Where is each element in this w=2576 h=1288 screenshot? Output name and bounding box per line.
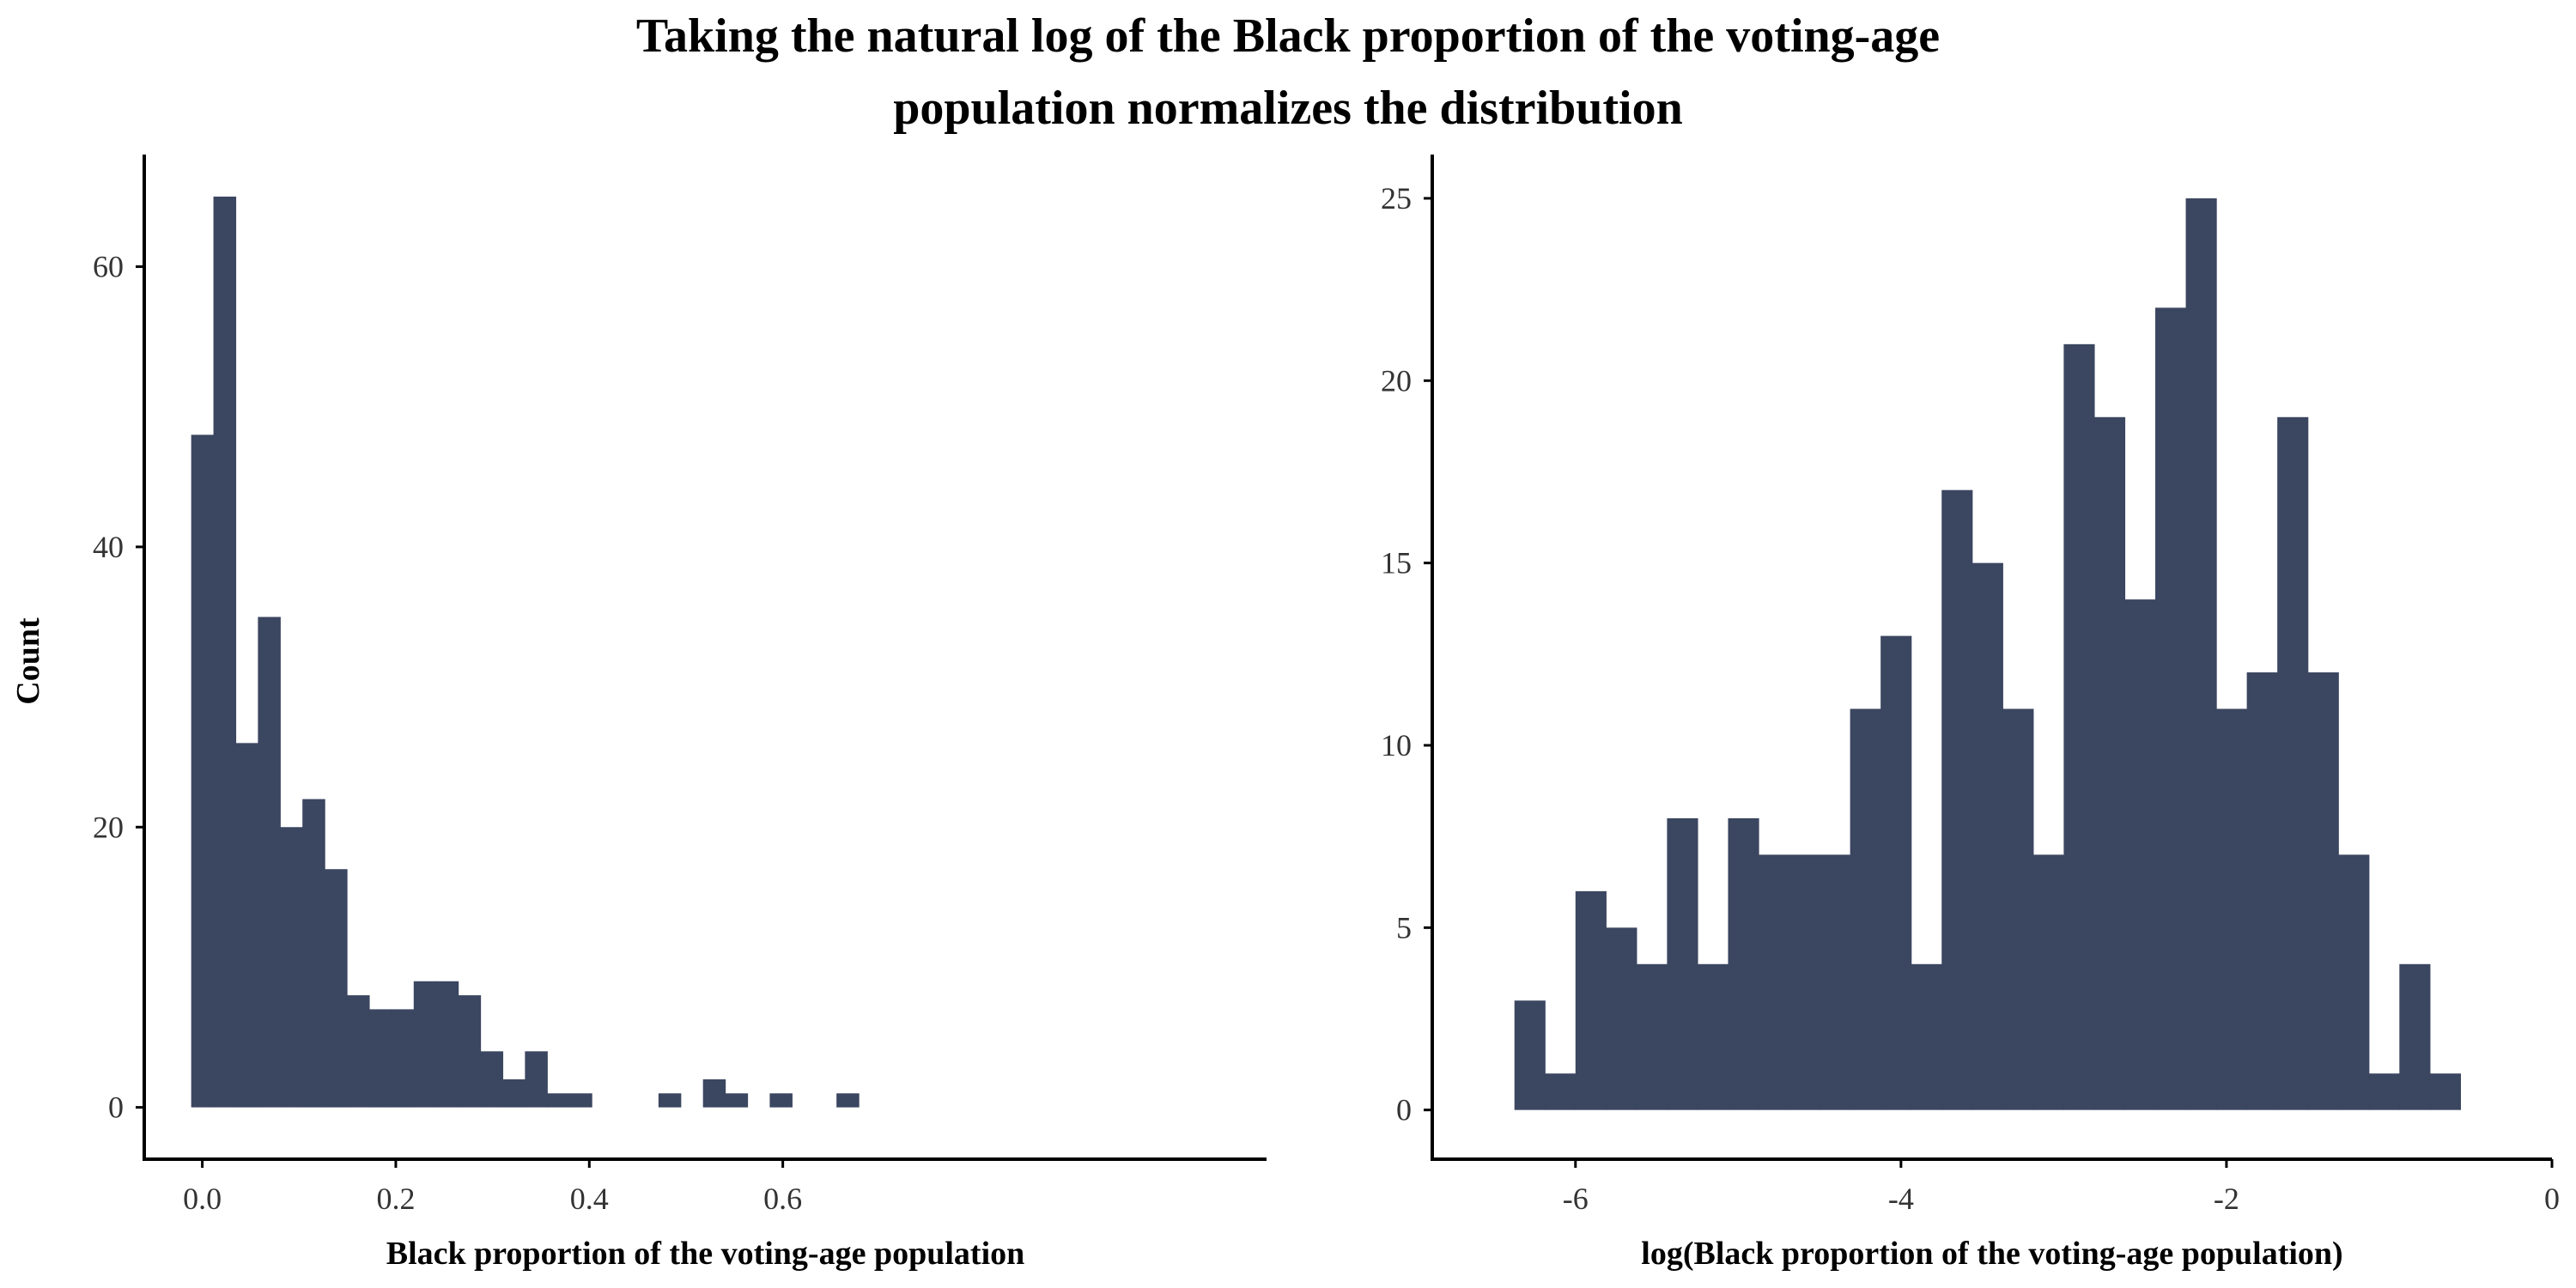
y-axis-title-proportion: Count <box>10 617 46 705</box>
histogram-bar-log-proportion-21 <box>2155 307 2187 1110</box>
chart-title-line-2: population normalizes the distribution <box>893 82 1683 135</box>
histogram-bar-log-proportion-5 <box>1667 817 1698 1110</box>
histogram-bar-proportion-9 <box>391 1009 415 1108</box>
histogram-bar-log-proportion-12 <box>1880 635 1912 1110</box>
histogram-bar-log-proportion-13 <box>1911 963 1942 1110</box>
histogram-bar-proportion-12 <box>458 995 482 1108</box>
histogram-bar-log-proportion-7 <box>1728 817 1759 1110</box>
histogram-bar-log-proportion-17 <box>2032 854 2064 1110</box>
histogram-bar-log-proportion-22 <box>2185 197 2217 1110</box>
x-tick-label-proportion-1: 0.2 <box>376 1182 415 1216</box>
x-tick-label-proportion-2: 0.4 <box>570 1182 609 1216</box>
histogram-bar-log-proportion-3 <box>1606 927 1637 1110</box>
histogram-bar-proportion-1 <box>213 196 237 1108</box>
histogram-bar-proportion-15 <box>525 1051 548 1108</box>
histogram-bar-log-proportion-9 <box>1789 854 1820 1110</box>
y-tick-label-log-proportion-3: 15 <box>1381 546 1412 580</box>
y-tick-label-log-proportion-0: 0 <box>1396 1093 1412 1127</box>
histogram-bar-proportion-16 <box>547 1093 570 1108</box>
histogram-bar-log-proportion-4 <box>1636 963 1668 1110</box>
histogram-bar-log-proportion-16 <box>2002 708 2034 1110</box>
histogram-bar-proportion-26 <box>769 1093 793 1108</box>
histogram-bar-proportion-5 <box>302 799 325 1108</box>
histogram-bar-proportion-6 <box>325 869 348 1108</box>
histogram-bar-proportion-13 <box>480 1051 504 1108</box>
y-tick-label-log-proportion-5: 25 <box>1381 181 1412 216</box>
y-tick-label-proportion-3: 60 <box>93 250 124 284</box>
chart-title: Taking the natural log of the Black prop… <box>0 0 2576 144</box>
x-tick-label-proportion-3: 0.6 <box>763 1182 802 1216</box>
histogram-bar-log-proportion-2 <box>1575 890 1607 1110</box>
histogram-bar-proportion-3 <box>258 617 281 1108</box>
x-tick-label-log-proportion-0: -6 <box>1563 1182 1589 1216</box>
histogram-bar-proportion-11 <box>435 981 459 1108</box>
y-tick-label-proportion-0: 0 <box>108 1091 124 1125</box>
histogram-bar-log-proportion-20 <box>2124 599 2156 1110</box>
y-tick-label-proportion-1: 20 <box>93 810 124 844</box>
x-axis-title-log-proportion: log(Black proportion of the voting-age p… <box>1641 1236 2342 1272</box>
y-tick-label-log-proportion-1: 5 <box>1396 910 1412 945</box>
histogram-bar-proportion-14 <box>502 1078 526 1108</box>
histogram-bar-proportion-8 <box>368 1009 392 1108</box>
histogram-bar-proportion-21 <box>658 1093 682 1108</box>
histogram-bar-log-proportion-15 <box>1971 562 2003 1110</box>
histogram-bar-proportion-0 <box>191 434 215 1108</box>
histogram-bar-proportion-17 <box>569 1093 592 1108</box>
histogram-bar-log-proportion-30 <box>2429 1073 2461 1110</box>
histogram-bar-proportion-7 <box>347 995 370 1108</box>
histogram-bar-log-proportion-25 <box>2277 416 2309 1110</box>
x-axis-title-proportion: Black proportion of the voting-age popul… <box>386 1236 1025 1272</box>
histogram-bar-log-proportion-26 <box>2307 672 2339 1110</box>
histogram-bar-log-proportion-29 <box>2399 963 2431 1110</box>
histogram-panel-proportion: 0.0 0.2 0.4 0.6 0 20 40 60 Black proportion of t… <box>10 155 1267 1272</box>
x-tick-label-log-proportion-1: -4 <box>1888 1182 1914 1216</box>
histogram-bar-log-proportion-11 <box>1850 708 1881 1110</box>
x-tick-label-proportion-0: 0.0 <box>183 1182 222 1216</box>
histogram-bar-log-proportion-23 <box>2216 708 2248 1110</box>
chart-title-line-1: Taking the natural log of the Black prop… <box>635 9 1941 63</box>
histogram-bar-proportion-2 <box>235 743 258 1108</box>
histogram-bar-log-proportion-24 <box>2246 672 2278 1110</box>
histogram-bar-log-proportion-10 <box>1820 854 1851 1110</box>
histogram-bar-proportion-29 <box>836 1093 860 1108</box>
y-tick-label-log-proportion-4: 20 <box>1381 363 1412 398</box>
histogram-bar-log-proportion-18 <box>2063 343 2095 1110</box>
y-tick-label-log-proportion-2: 10 <box>1381 728 1412 762</box>
histogram-bar-proportion-23 <box>702 1078 726 1108</box>
histogram-panel-log-proportion: -6 -4 -2 0 0 5 10 15 20 25 log(Black proportion of… <box>1381 155 2560 1272</box>
x-tick-label-log-proportion-3: 0 <box>2544 1182 2560 1216</box>
histogram-bar-proportion-10 <box>413 981 437 1108</box>
histogram-bar-log-proportion-0 <box>1514 1000 1546 1110</box>
histogram-bar-proportion-4 <box>280 827 303 1108</box>
histogram-bar-log-proportion-1 <box>1545 1073 1577 1110</box>
histogram-bar-log-proportion-14 <box>1941 489 1973 1110</box>
histogram-bar-log-proportion-28 <box>2368 1073 2400 1110</box>
y-tick-label-proportion-2: 40 <box>93 530 124 564</box>
histogram-bar-log-proportion-6 <box>1697 963 1729 1110</box>
histogram-bar-log-proportion-8 <box>1759 854 1790 1110</box>
histogram-bar-log-proportion-19 <box>2093 416 2126 1110</box>
histogram-bar-proportion-24 <box>725 1093 749 1108</box>
histogram-bar-log-proportion-27 <box>2338 854 2370 1110</box>
x-tick-label-log-proportion-2: -2 <box>2214 1182 2239 1216</box>
